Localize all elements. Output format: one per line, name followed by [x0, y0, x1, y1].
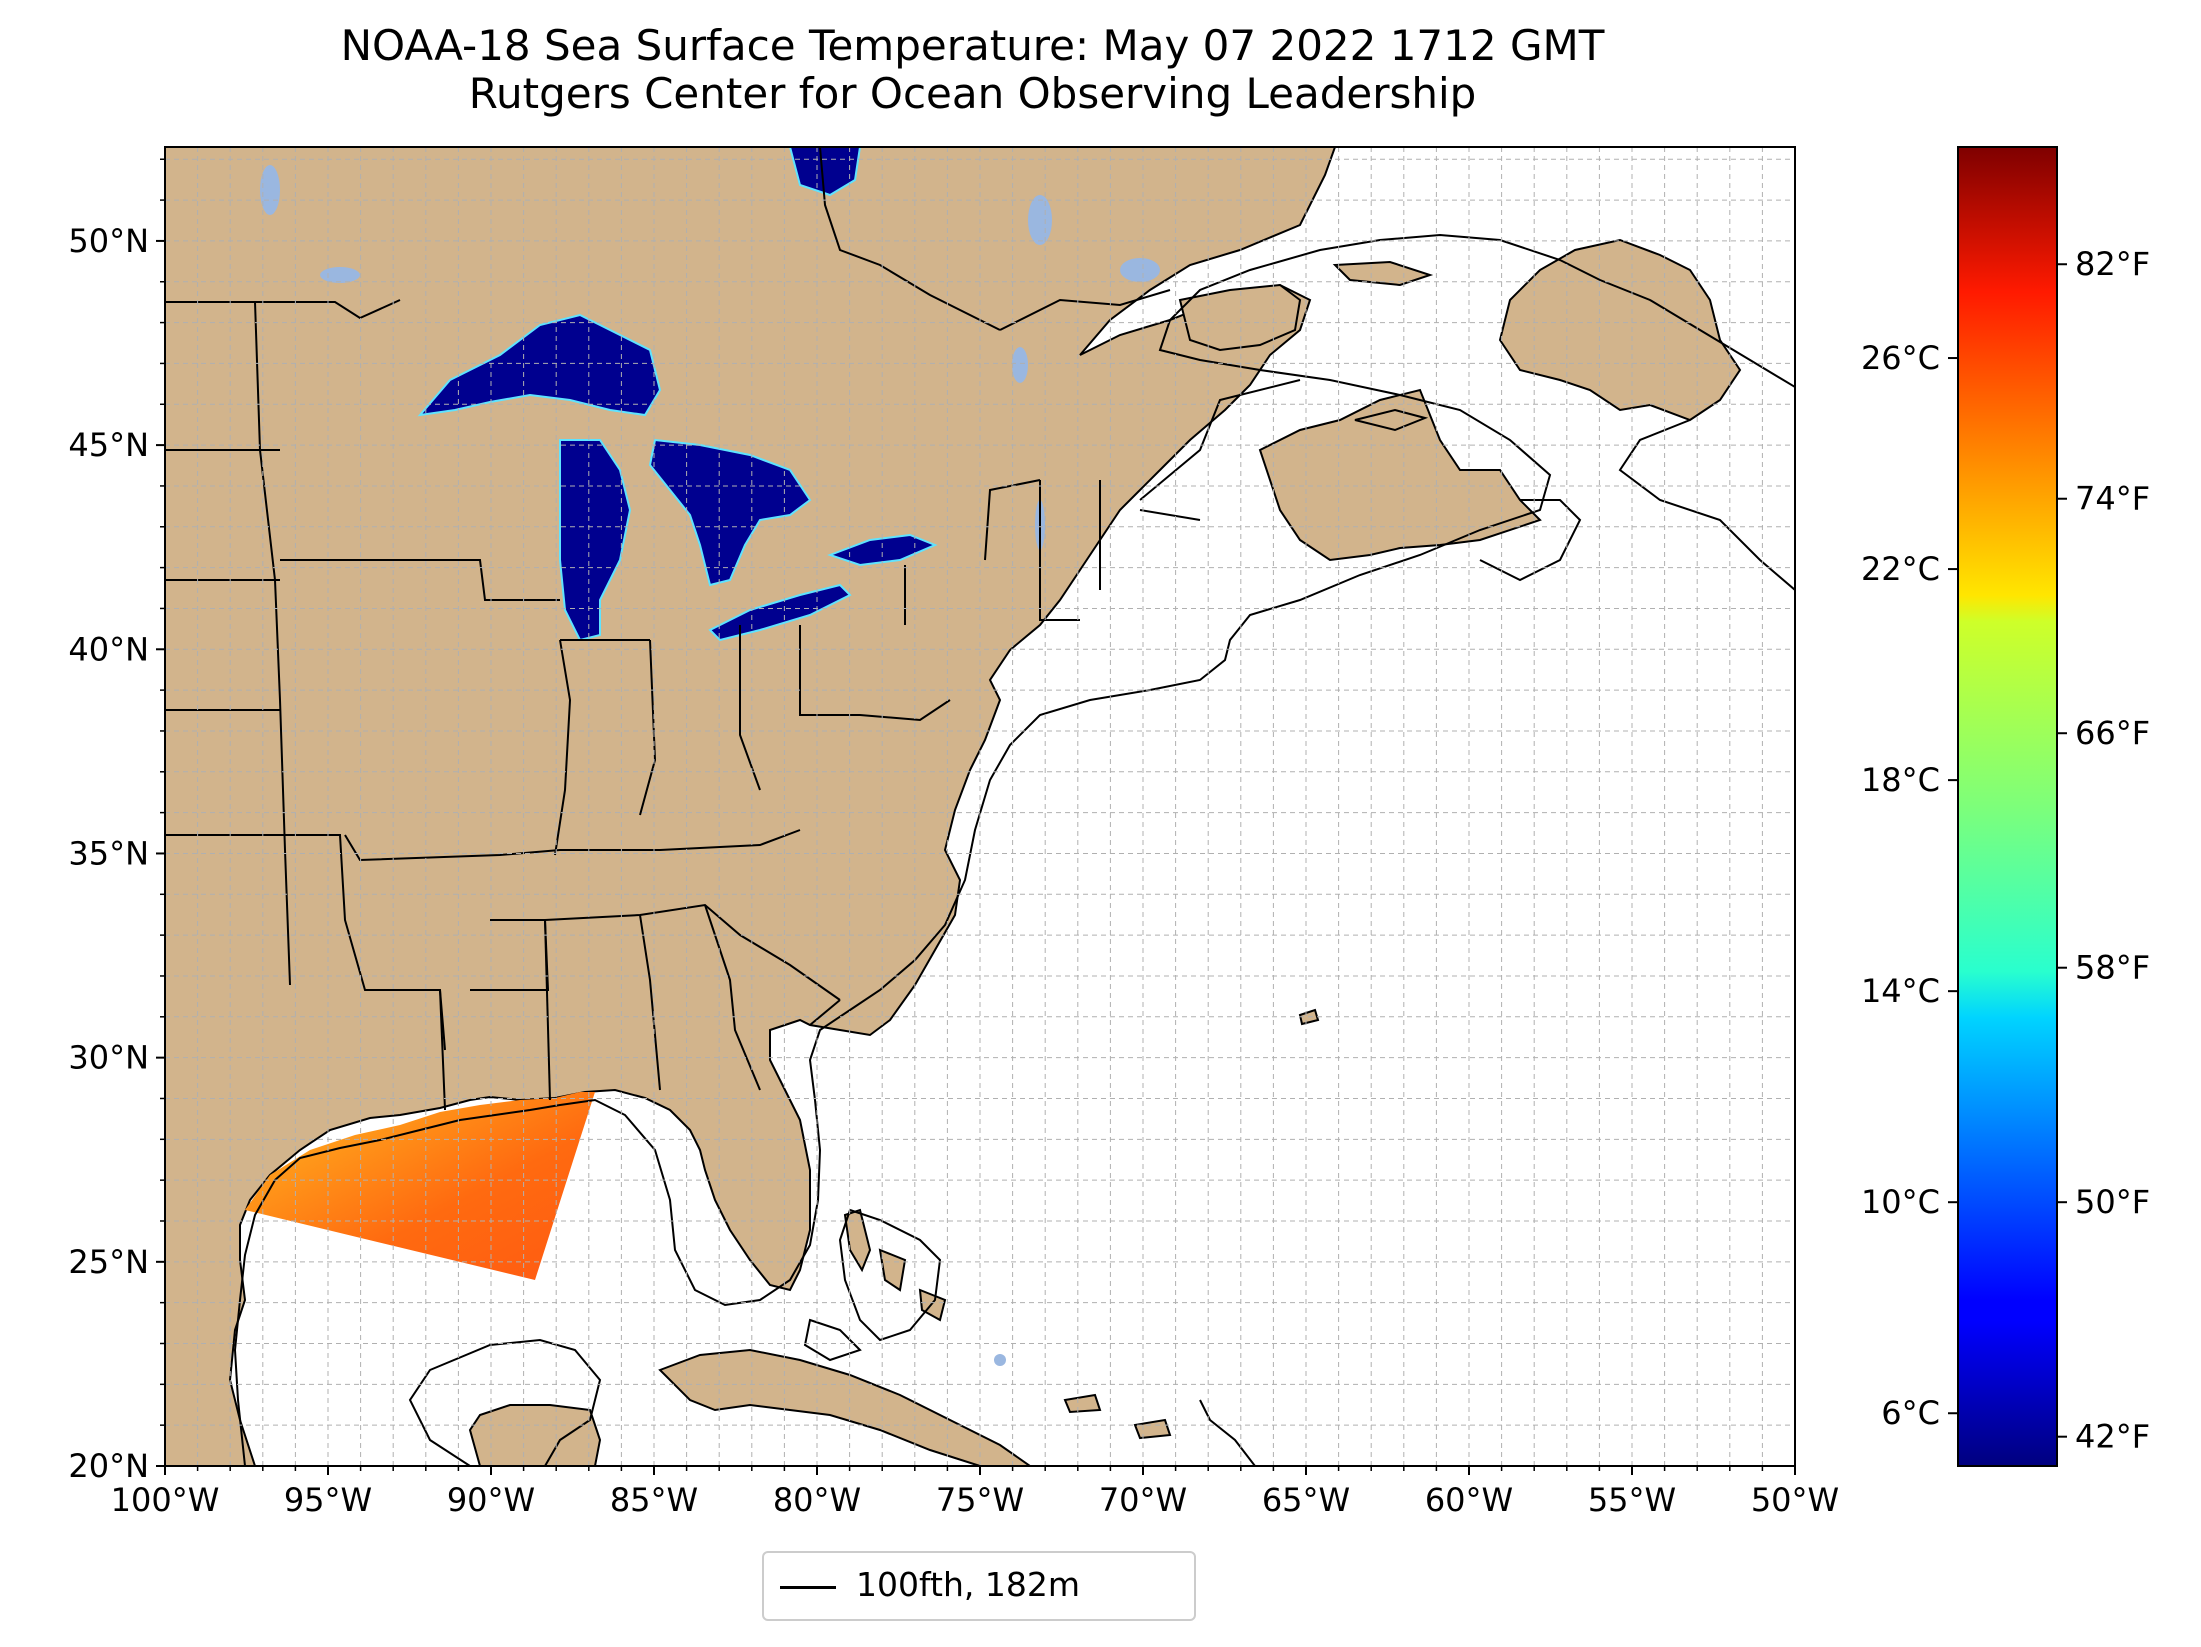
- great-lakes: [417, 147, 938, 642]
- lake-erie: [708, 583, 852, 642]
- lat-tick-label: 25°N: [68, 1243, 149, 1281]
- lon-tick-label: 95°W: [284, 1481, 372, 1519]
- legend-line-swatch: [780, 1586, 836, 1589]
- lon-tick-label: 85°W: [610, 1481, 698, 1519]
- lon-tick-label: 65°W: [1262, 1481, 1350, 1519]
- colorbar-f-label: 82°F: [2075, 245, 2150, 283]
- lake-huron: [648, 438, 812, 587]
- land-pei: [1354, 408, 1429, 432]
- colorbar-f-label: 66°F: [2075, 714, 2150, 752]
- colorbar-fahrenheit-ticks: 42°F 50°F 58°F 66°F 74°F 82°F: [2057, 245, 2150, 1456]
- lat-tick-label: 30°N: [68, 1039, 149, 1077]
- lat-tick-label: 20°N: [68, 1447, 149, 1485]
- latitude-labels: 20°N 25°N 30°N 35°N 40°N 45°N 50°N: [68, 222, 149, 1485]
- colorbar-c-label: 6°C: [1881, 1394, 1940, 1432]
- lat-tick-label: 45°N: [68, 426, 149, 464]
- bahamas-islands: [843, 1008, 1320, 1440]
- lat-tick-label: 40°N: [68, 630, 149, 668]
- lon-tick-label: 100°W: [111, 1481, 220, 1519]
- longitude-labels: 100°W 95°W 90°W 85°W 80°W 75°W 70°W 65°W 60°W 55°…: [111, 1481, 1840, 1519]
- lake-michigan: [559, 439, 632, 642]
- legend: 100fth, 182m: [762, 1551, 1196, 1621]
- land-anticosti: [1332, 260, 1434, 287]
- lake-ontario: [827, 533, 938, 567]
- land-yucatan: [468, 1404, 602, 1466]
- colorbar-celsius-ticks: 6°C 10°C 14°C 18°C 22°C 26°C: [1861, 339, 1958, 1432]
- lon-tick-label: 55°W: [1588, 1481, 1676, 1519]
- map-title: NOAA-18 Sea Surface Temperature: May 07 …: [340, 21, 1605, 70]
- minor-gridlines: [165, 147, 1795, 1466]
- lon-tick-label: 90°W: [447, 1481, 535, 1519]
- map-layers: [165, 147, 1795, 1466]
- lat-tick-label: 35°N: [68, 834, 149, 872]
- lon-tick-label: 60°W: [1425, 1481, 1513, 1519]
- colorbar-f-label: 50°F: [2075, 1183, 2150, 1221]
- lon-tick-label: 75°W: [936, 1481, 1024, 1519]
- political-borders: [165, 147, 1301, 1111]
- land-cuba: [658, 1348, 1032, 1466]
- lon-tick-label: 50°W: [1751, 1481, 1839, 1519]
- colorbar-c-label: 26°C: [1861, 339, 1940, 377]
- colorbar-c-label: 22°C: [1861, 550, 1940, 588]
- colorbar-f-label: 58°F: [2075, 949, 2150, 987]
- colorbar: [1957, 146, 2058, 1467]
- land-gaspe: [1178, 283, 1302, 352]
- colorbar-c-label: 10°C: [1861, 1183, 1940, 1221]
- axis-ticks: [156, 158, 1796, 1475]
- land-maritimes: [1258, 388, 1542, 562]
- lat-tick-label: 50°N: [68, 222, 149, 260]
- colorbar-f-label: 42°F: [2075, 1418, 2150, 1456]
- lon-tick-label: 70°W: [1099, 1481, 1187, 1519]
- isobath-100fth: [233, 233, 1795, 1466]
- lon-tick-label: 80°W: [773, 1481, 861, 1519]
- title-block: NOAA-18 Sea Surface Temperature: May 07 …: [0, 22, 1945, 118]
- lake-superior: [417, 313, 662, 417]
- map-subtitle: Rutgers Center for Ocean Observing Leade…: [468, 69, 1477, 118]
- colorbar-f-label: 74°F: [2075, 480, 2150, 518]
- legend-label: 100fth, 182m: [856, 1565, 1080, 1604]
- colorbar-c-label: 18°C: [1861, 761, 1940, 799]
- colorbar-c-label: 14°C: [1861, 972, 1940, 1010]
- inland-lakes: [260, 165, 1160, 1366]
